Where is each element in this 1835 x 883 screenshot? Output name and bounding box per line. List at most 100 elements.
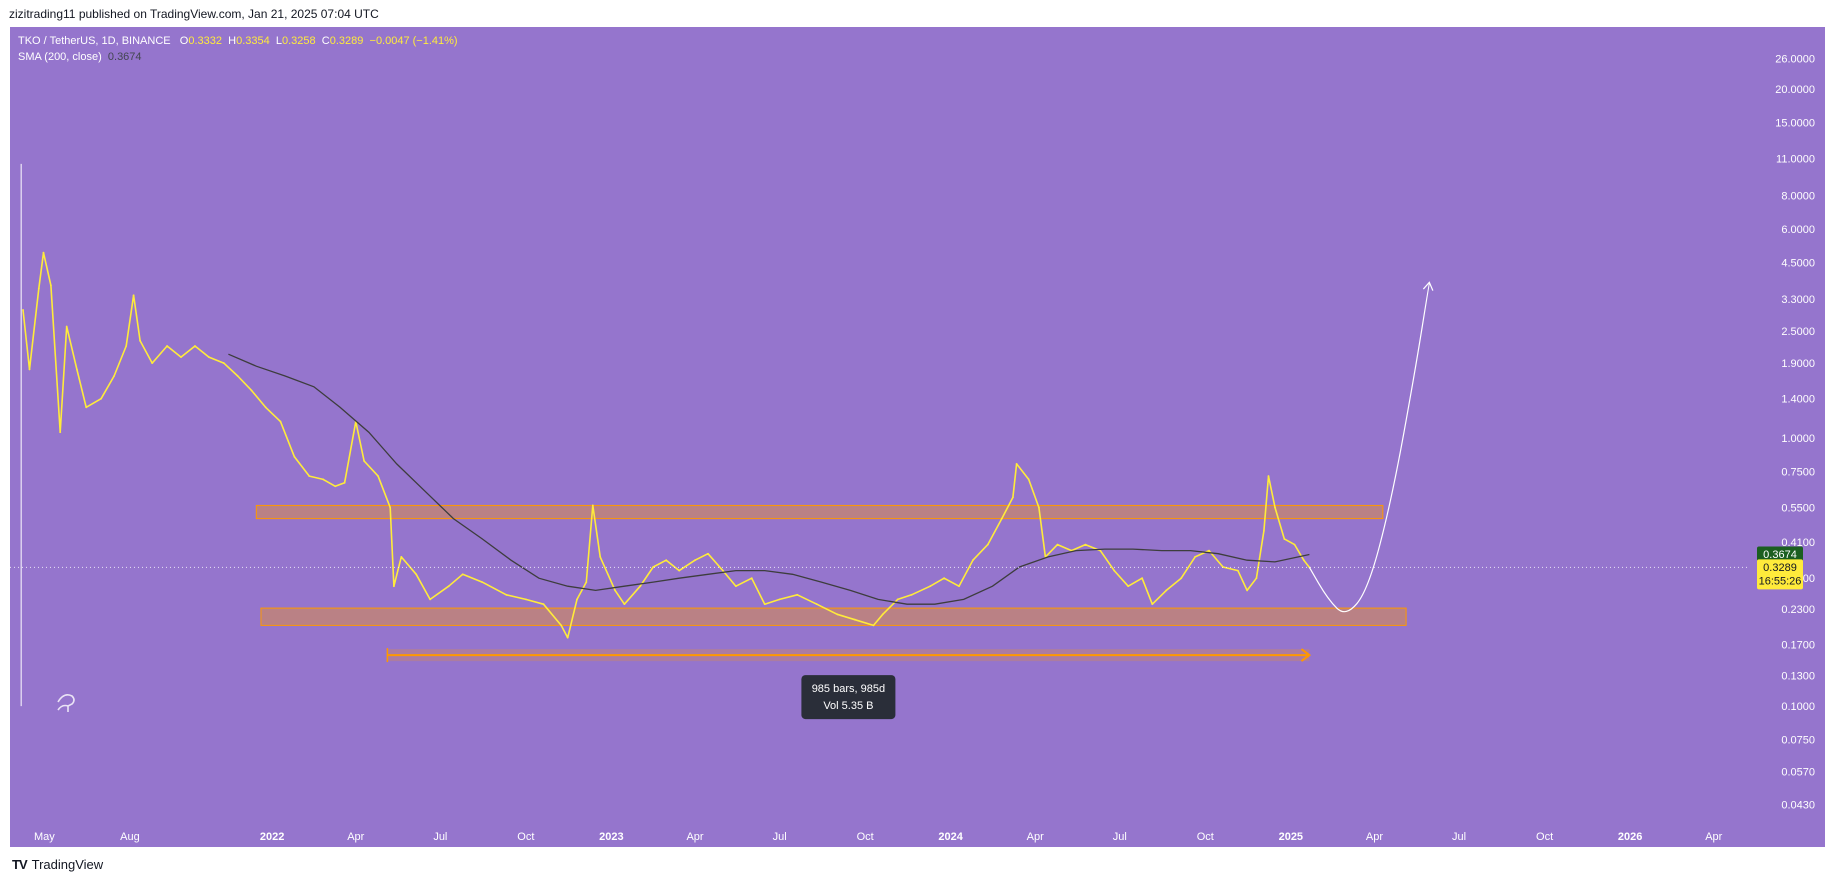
price-point-91: [1194, 556, 1196, 558]
price-badge: [1757, 559, 1803, 590]
price-point-64: [836, 613, 839, 616]
tradingview-brand[interactable]: TV TradingView: [12, 857, 103, 872]
price-point-16: [180, 356, 182, 359]
legend-row-ohlc: TKO / TetherUS, 1D, BINANCE O0.3332 H0.3…: [18, 33, 458, 49]
legend-o-label: O: [179, 35, 189, 47]
x-tick-4: Jul: [433, 831, 447, 843]
price-point-42: [542, 603, 545, 606]
price-point-24: [293, 455, 296, 458]
x-tick-0: May: [34, 831, 55, 843]
y-tick-2: 20.0000: [1775, 84, 1815, 96]
price-point-92: [1208, 549, 1210, 552]
x-tick-12: Jul: [1113, 831, 1127, 843]
chart-frame[interactable]: 985 bars, 985d Vol 5.35 B 26.0000 20.0000 1…: [10, 27, 1825, 847]
range-measure-box: [801, 675, 896, 720]
price-point-100: [1283, 538, 1286, 540]
price-point-14: [151, 362, 154, 364]
range-measure-arrowhead: [1300, 648, 1312, 662]
y-tick-19: 0.1300: [1781, 671, 1815, 683]
projection-curve: [1308, 282, 1430, 613]
price-point-96: [1255, 577, 1258, 580]
price-point-7: [76, 368, 78, 371]
y-tick-5: 8.0000: [1781, 191, 1815, 203]
price-point-36: [429, 598, 432, 601]
x-tick-2: 2022: [260, 831, 284, 843]
legend-sma-label: SMA (200, close): [18, 51, 102, 63]
price-point-75: [1000, 517, 1003, 520]
legend-open: 0.3332: [188, 35, 223, 47]
price-chart[interactable]: 985 bars, 985d Vol 5.35 B 26.0000 20.0000 1…: [10, 27, 1825, 847]
y-tick-11: 1.4000: [1781, 394, 1815, 406]
footer-bar: TV TradingView: [0, 847, 1835, 883]
y-tick-20: 0.1000: [1781, 701, 1815, 713]
price-point-9: [100, 397, 102, 400]
legend-h-label: H: [228, 35, 237, 47]
y-tick-15: 0.4100: [1781, 537, 1815, 549]
x-tick-14: 2025: [1279, 831, 1303, 843]
y-tick-12: 1.0000: [1781, 433, 1815, 445]
price-point-21: [250, 389, 253, 392]
price-point-65: [854, 618, 856, 621]
y-axis: 26.0000 20.0000 15.0000 11.0000 8.0000 6.0000…: [1757, 53, 1815, 811]
price-point-0: [22, 308, 24, 311]
price-point-31: [377, 475, 379, 478]
range-measure-vol: Vol 5.35 B: [823, 700, 873, 712]
x-tick-11: Apr: [1027, 831, 1044, 843]
dinosaur-icon: [57, 694, 75, 712]
price-point-44: [566, 636, 569, 639]
price-point-41: [524, 598, 527, 601]
price-point-71: [943, 577, 946, 580]
projection-arrowhead: [1422, 281, 1434, 291]
y-tick-18: 0.1700: [1781, 639, 1815, 651]
header-bar: zizitrading11 published on TradingView.c…: [0, 0, 1835, 27]
sma-line: [228, 353, 1310, 605]
price-point-48: [599, 556, 602, 558]
price-point-95: [1246, 589, 1249, 592]
price-point-3: [42, 251, 45, 254]
price-point-70: [929, 585, 932, 588]
price-point-81: [1056, 543, 1059, 546]
price-point-99: [1274, 506, 1276, 509]
price-point-55: [694, 559, 696, 562]
price-point-54: [678, 569, 681, 572]
price-point-45: [576, 598, 578, 601]
price-point-17: [194, 345, 196, 347]
price-point-46: [585, 581, 588, 584]
price-point-68: [896, 598, 899, 601]
price-point-69: [910, 593, 913, 596]
price-point-32: [389, 506, 392, 509]
y-tick-6: 6.0000: [1781, 224, 1815, 236]
legend-l-label: L: [275, 35, 282, 47]
y-tick-9: 2.5000: [1781, 326, 1815, 338]
zone-0: [255, 504, 1384, 520]
price-point-23: [279, 420, 282, 423]
x-tick-13: Oct: [1197, 831, 1214, 843]
price-point-8: [85, 406, 88, 409]
price-point-66: [872, 624, 875, 627]
price-point-5: [59, 431, 62, 434]
zones: [255, 504, 1407, 626]
price-point-67: [881, 613, 884, 616]
price-point-34: [400, 556, 403, 558]
legend-sma-value: 0.3674: [107, 51, 142, 63]
price-point-19: [222, 362, 225, 364]
sma-badge: [1757, 546, 1803, 562]
price-point-18: [208, 356, 210, 359]
countdown-text: 16:55:26: [1759, 575, 1802, 587]
price-point-12: [132, 294, 135, 297]
legend-close: 0.3289: [329, 35, 364, 47]
y-tick-7: 4.5000: [1781, 258, 1815, 270]
sma-series: [228, 353, 1310, 605]
y-tick-3: 15.0000: [1775, 117, 1815, 129]
price-point-61: [778, 598, 781, 601]
price-point-73: [972, 559, 974, 562]
y-tick-13: 0.7500: [1781, 466, 1815, 478]
price-point-22: [264, 406, 267, 409]
range-measure-bars: 985 bars, 985d: [812, 683, 885, 695]
price-badge-text: 0.3289: [1763, 562, 1797, 574]
tradingview-logo-icon: TV: [12, 857, 28, 872]
published-text: zizitrading11 published on TradingView.c…: [9, 7, 379, 21]
legend-low: 0.3258: [282, 35, 316, 47]
y-tick-1: 26.0000: [1775, 53, 1815, 65]
price-point-40: [505, 593, 508, 596]
